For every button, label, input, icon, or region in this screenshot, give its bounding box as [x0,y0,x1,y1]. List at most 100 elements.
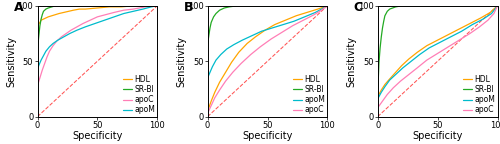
HDL [118,6,124,8]
apoC [248,54,254,55]
HDL [378,89,384,91]
apoC [103,14,109,16]
SR-BI [324,5,330,7]
apoC [290,25,296,27]
apoM [210,66,216,68]
SR-BI [106,5,112,7]
Line: SR-BI: SR-BI [208,6,328,44]
apoM [448,36,454,38]
SR-BI [36,36,42,38]
SR-BI [294,5,300,7]
apoC [238,62,244,64]
SR-BI [206,35,212,37]
apoC [485,19,491,21]
X-axis label: Specificity: Specificity [72,131,122,141]
HDL [236,51,242,53]
apoC [63,33,69,34]
HDL [293,15,299,17]
SR-BI [46,7,52,9]
HDL [106,6,112,8]
Line: apoC: apoC [378,6,498,108]
SR-BI [82,5,88,7]
apoM [378,91,384,93]
HDL [228,61,234,63]
HDL [494,5,500,7]
HDL [252,36,258,38]
apoC [398,80,404,82]
apoC [142,6,148,8]
SR-BI [142,5,148,7]
apoC [37,77,43,79]
SR-BI [398,5,404,7]
X-axis label: Specificity: Specificity [412,131,463,141]
apoC [406,74,412,75]
SR-BI [38,18,44,20]
Text: C: C [354,1,363,14]
apoM [416,54,422,55]
HDL [424,45,430,47]
apoM [102,19,107,21]
apoC [44,56,50,58]
apoC [46,50,52,52]
SR-BI [276,5,282,7]
apoC [154,5,160,7]
apoM [400,67,406,69]
SR-BI [154,5,160,7]
apoC [324,5,330,7]
apoC [42,62,48,64]
HDL [414,51,420,53]
SR-BI [34,49,40,51]
apoC [74,26,80,28]
apoC [208,105,214,106]
SR-BI [208,21,214,23]
HDL [94,7,100,9]
SR-BI [234,5,240,7]
apoM [82,26,88,28]
apoC [414,67,420,69]
apoM [437,41,443,43]
apoC [34,85,40,86]
apoM [470,24,476,25]
SR-BI [377,47,383,49]
apoC [212,97,218,99]
apoM [61,36,67,38]
apoC [300,19,306,21]
apoC [230,71,236,73]
Line: apoC: apoC [208,6,328,113]
X-axis label: Specificity: Specificity [242,131,292,141]
HDL [406,58,412,60]
apoC [467,33,473,34]
Line: SR-BI: SR-BI [378,6,498,94]
apoC [456,39,462,41]
HDL [37,21,43,23]
apoM [111,16,117,18]
SR-BI [246,5,252,7]
SR-BI [222,7,228,9]
apoM [280,24,286,25]
apoC [374,107,380,109]
HDL [61,12,67,13]
HDL [315,8,321,10]
apoC [279,32,285,33]
HDL [70,9,76,11]
apoM [130,10,136,12]
HDL [282,19,288,21]
apoM [374,98,380,100]
apoM [426,47,432,49]
apoM [249,35,255,37]
apoC [311,14,317,16]
apoM [148,6,154,8]
apoM [207,71,213,73]
SR-BI [58,5,64,7]
apoC [318,9,324,11]
apoM [120,13,126,14]
HDL [212,91,218,93]
apoM [36,65,42,67]
Text: B: B [184,1,193,14]
apoM [55,39,61,41]
SR-BI [376,62,382,64]
apoM [392,74,398,75]
SR-BI [210,16,216,18]
SR-BI [258,5,264,7]
SR-BI [213,13,219,14]
